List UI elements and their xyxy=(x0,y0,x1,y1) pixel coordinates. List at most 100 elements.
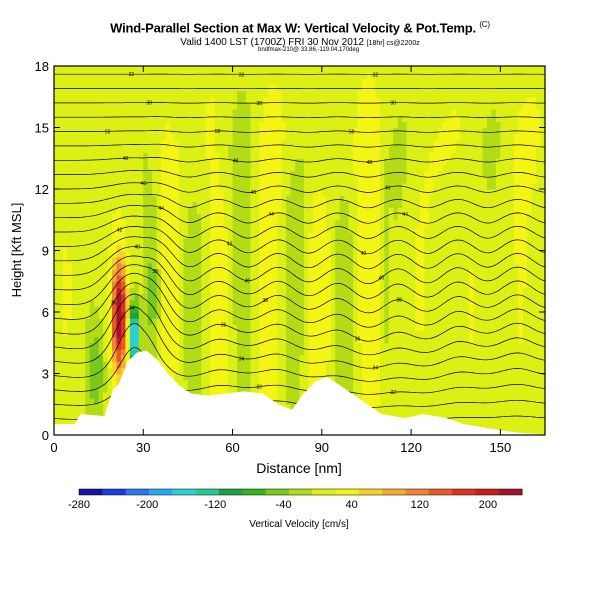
velocity-cell xyxy=(161,342,167,350)
velocity-cell xyxy=(232,379,238,387)
velocity-cell xyxy=(353,139,359,147)
velocity-cell xyxy=(178,250,185,258)
velocity-cell xyxy=(116,84,122,92)
velocity-cell xyxy=(308,152,314,159)
velocity-cell xyxy=(107,299,113,307)
velocity-cell xyxy=(80,361,86,368)
velocity-cell xyxy=(317,305,323,313)
velocity-cell xyxy=(388,133,394,141)
velocity-cell xyxy=(361,201,368,209)
velocity-cell xyxy=(281,268,287,276)
velocity-cell xyxy=(375,404,381,411)
velocity-cell xyxy=(366,72,372,79)
velocity-cell xyxy=(303,66,310,73)
velocity-cell xyxy=(89,398,95,405)
velocity-cell xyxy=(357,78,363,86)
velocity-cell xyxy=(214,336,220,344)
velocity-cell xyxy=(317,182,323,190)
velocity-cell xyxy=(178,213,185,221)
velocity-cell xyxy=(393,355,399,362)
velocity-cell xyxy=(62,66,68,73)
velocity-cell xyxy=(388,299,394,307)
velocity-cell xyxy=(152,232,158,239)
velocity-cell xyxy=(54,115,60,122)
velocity-cell xyxy=(370,115,376,122)
velocity-cell xyxy=(339,72,345,79)
velocity-cell xyxy=(71,189,77,196)
velocity-cell xyxy=(290,145,296,153)
velocity-cell xyxy=(174,262,180,270)
velocity-cell xyxy=(286,256,292,264)
velocity-cell xyxy=(361,195,368,202)
velocity-cell xyxy=(165,342,171,350)
velocity-cell xyxy=(299,305,305,313)
velocity-cell xyxy=(321,96,327,104)
velocity-cell xyxy=(187,96,193,104)
velocity-cell xyxy=(330,361,336,368)
velocity-cell xyxy=(272,398,278,405)
velocity-cell xyxy=(312,90,318,98)
velocity-cell xyxy=(187,176,193,184)
velocity-cell xyxy=(406,238,412,245)
velocity-cell xyxy=(326,102,332,110)
velocity-cell xyxy=(335,256,341,264)
velocity-cell xyxy=(62,213,68,221)
velocity-cell xyxy=(370,189,376,196)
velocity-cell xyxy=(397,238,403,245)
velocity-cell xyxy=(330,287,336,295)
velocity-cell xyxy=(94,318,100,325)
velocity-cell xyxy=(245,90,251,98)
velocity-cell xyxy=(174,139,180,147)
velocity-cell xyxy=(98,152,104,159)
velocity-cell xyxy=(303,361,310,368)
velocity-cell xyxy=(201,287,207,295)
velocity-cell xyxy=(268,355,274,362)
velocity-cell xyxy=(62,410,68,418)
velocity-cell xyxy=(103,84,109,92)
velocity-cell xyxy=(103,299,109,307)
velocity-cell xyxy=(326,312,332,319)
velocity-cell xyxy=(165,145,171,153)
velocity-cell xyxy=(187,201,193,209)
velocity-cell xyxy=(308,281,314,288)
velocity-cell xyxy=(397,324,403,332)
velocity-cell xyxy=(80,66,86,73)
velocity-cell xyxy=(397,262,403,270)
velocity-cell xyxy=(379,379,385,387)
velocity-cell xyxy=(98,293,104,301)
velocity-cell xyxy=(80,410,86,418)
velocity-cell xyxy=(237,293,243,301)
velocity-cell xyxy=(62,262,68,270)
velocity-cell xyxy=(205,312,211,319)
velocity-cell xyxy=(85,275,91,282)
velocity-cell xyxy=(326,268,332,276)
velocity-cell xyxy=(205,287,211,295)
velocity-cell xyxy=(357,293,363,301)
velocity-cell xyxy=(58,244,64,252)
velocity-cell xyxy=(161,96,167,104)
velocity-cell xyxy=(415,244,421,252)
velocity-cell xyxy=(178,342,185,350)
velocity-cell xyxy=(263,385,269,393)
velocity-cell xyxy=(89,256,95,264)
velocity-cell xyxy=(103,232,109,239)
velocity-cell xyxy=(196,336,202,344)
velocity-cell xyxy=(406,201,412,209)
velocity-cell xyxy=(370,109,376,116)
velocity-cell xyxy=(402,115,408,122)
velocity-cell xyxy=(361,244,368,252)
velocity-cell xyxy=(308,115,314,122)
velocity-cell xyxy=(112,139,118,147)
velocity-cell xyxy=(353,299,359,307)
velocity-cell xyxy=(85,404,91,411)
velocity-cell xyxy=(125,355,131,362)
velocity-cell xyxy=(299,90,305,98)
velocity-cell xyxy=(317,348,323,356)
velocity-cell xyxy=(196,109,202,116)
velocity-cell xyxy=(54,385,60,393)
velocity-cell xyxy=(80,268,86,276)
velocity-cell xyxy=(254,281,260,288)
velocity-cell xyxy=(397,379,403,387)
velocity-cell xyxy=(98,404,104,411)
velocity-cell xyxy=(210,385,216,393)
